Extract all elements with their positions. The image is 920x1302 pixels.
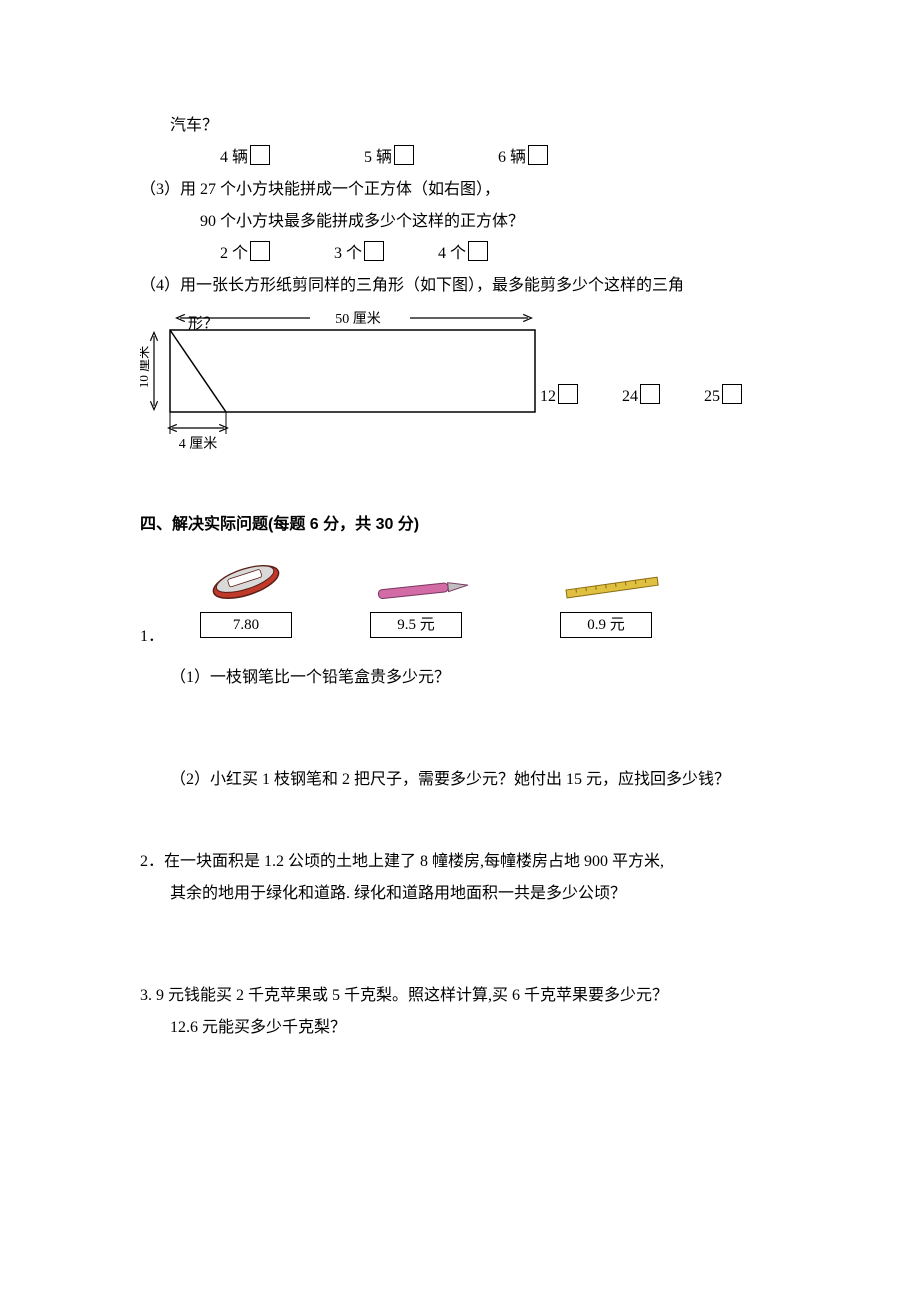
page: 汽车？ 4 辆 5 辆 6 辆 （3）用 27 个小方块能拼成一个正方体（如右图… <box>0 0 920 1104</box>
q3-line1: （3）用 27 个小方块能拼成一个正方体（如右图）， <box>140 174 800 206</box>
option-6-cars[interactable]: 6 辆 <box>498 142 548 174</box>
item-ruler: 0.9 元 <box>560 552 670 638</box>
price-pen: 9.5 元 <box>370 612 462 638</box>
checkbox[interactable] <box>528 145 548 165</box>
prev-question-options: 4 辆 5 辆 6 辆 <box>140 142 800 174</box>
answer-space <box>140 694 800 764</box>
problem2-number: 2． <box>140 853 164 870</box>
q3-line2: 90 个小方块最多能拼成多少个这样的正方体？ <box>140 206 800 238</box>
option-24[interactable]: 24 <box>622 388 664 405</box>
option-label: 4 个 <box>438 245 466 262</box>
option-label: 2 个 <box>220 245 248 262</box>
option-12[interactable]: 12 <box>540 388 582 405</box>
q3-text2: 90 个小方块最多能拼成多少个这样的正方体？ <box>200 213 524 230</box>
item-pen: 9.5 元 <box>370 552 480 638</box>
option-label: 3 个 <box>334 245 362 262</box>
option-label: 5 辆 <box>364 149 392 166</box>
problem3-line2: 12.6 元能买多少千克梨？ <box>140 1012 800 1044</box>
problem1-number: 1． <box>140 622 164 646</box>
pen-icon <box>370 552 480 608</box>
problem2-text1: 在一块面积是 1.2 公顷的土地上建了 8 幢楼房,每幢楼房占地 900 平方米… <box>164 853 664 870</box>
option-label: 6 辆 <box>498 149 526 166</box>
option-label: 12 <box>540 388 556 405</box>
ruler-icon <box>560 552 670 608</box>
checkbox[interactable] <box>558 384 578 404</box>
q3-options: 2 个 3 个 4 个 <box>140 238 800 270</box>
option-5-cars[interactable]: 5 辆 <box>364 142 414 174</box>
height-label: 10 厘米 <box>140 346 151 388</box>
answer-space <box>140 910 800 980</box>
q3-prefix: （3） <box>140 181 180 198</box>
answer-space <box>140 796 800 846</box>
base-label: 4 厘米 <box>179 436 218 452</box>
q4-options: 12 24 25 <box>540 384 782 406</box>
checkbox[interactable] <box>250 241 270 261</box>
q4-diagram: 50 厘米 形？ 10 厘米 4 厘米 <box>140 310 540 470</box>
checkbox[interactable] <box>250 145 270 165</box>
checkbox[interactable] <box>640 384 660 404</box>
prev-question-tail: 汽车？ <box>140 110 800 142</box>
checkbox[interactable] <box>468 241 488 261</box>
q4-line1: （4）用一张长方形纸剪同样的三角形（如下图），最多能剪多少个这样的三角 <box>140 270 800 302</box>
option-2-cubes[interactable]: 2 个 <box>220 238 270 270</box>
problem2-line2: 其余的地用于绿化和道路. 绿化和道路用地面积一共是多少公顷？ <box>140 878 800 910</box>
option-4-cars[interactable]: 4 辆 <box>220 142 270 174</box>
checkbox[interactable] <box>394 145 414 165</box>
width-label: 50 厘米 <box>335 311 381 327</box>
q4-prefix: （4） <box>140 277 180 294</box>
prev-question-text: 汽车？ <box>170 117 218 134</box>
problem1-items: 1． 7.80 <box>140 552 800 662</box>
option-label: 24 <box>622 388 638 405</box>
section4-title: 四、解决实际问题(每题 6 分，共 30 分) <box>140 510 800 534</box>
option-25[interactable]: 25 <box>704 388 742 405</box>
checkbox[interactable] <box>722 384 742 404</box>
price-pencil-case: 7.80 <box>200 612 292 638</box>
q4-diagram-wrap: 50 厘米 形？ 10 厘米 4 厘米 12 24 25 <box>140 310 800 470</box>
option-4-cubes[interactable]: 4 个 <box>438 238 488 270</box>
q4-tail-text: 形？ <box>188 315 218 332</box>
checkbox[interactable] <box>364 241 384 261</box>
problem3-line1: 3. 9 元钱能买 2 千克苹果或 5 千克梨。照这样计算,买 6 千克苹果要多… <box>140 980 800 1012</box>
q4-text1: 用一张长方形纸剪同样的三角形（如下图），最多能剪多少个这样的三角 <box>180 277 684 294</box>
problem2-line1: 2．在一块面积是 1.2 公顷的土地上建了 8 幢楼房,每幢楼房占地 900 平… <box>140 846 800 878</box>
problem1-sub2: （2）小红买 1 枝钢笔和 2 把尺子，需要多少元？她付出 15 元，应找回多少… <box>140 764 800 796</box>
pencil-case-icon <box>200 552 292 608</box>
option-label: 4 辆 <box>220 149 248 166</box>
price-ruler: 0.9 元 <box>560 612 652 638</box>
problem3-number: 3. <box>140 987 152 1004</box>
problem3-text1: 9 元钱能买 2 千克苹果或 5 千克梨。照这样计算,买 6 千克苹果要多少元？ <box>152 987 668 1004</box>
q3-text1: 用 27 个小方块能拼成一个正方体（如右图）， <box>180 181 500 198</box>
option-3-cubes[interactable]: 3 个 <box>334 238 384 270</box>
option-label: 25 <box>704 388 720 405</box>
problem1-sub1: （1）一枝钢笔比一个铅笔盒贵多少元？ <box>140 662 800 694</box>
item-pencil-case: 7.80 <box>200 552 292 638</box>
